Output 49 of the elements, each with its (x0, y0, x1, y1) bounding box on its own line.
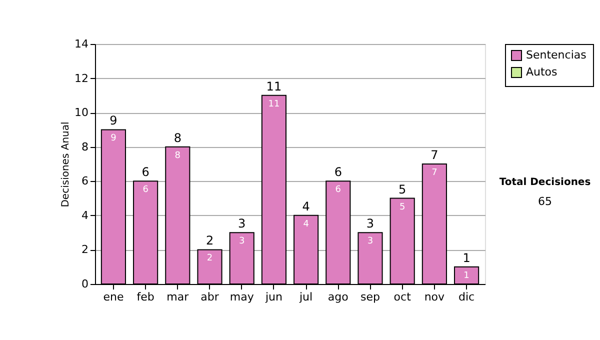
y-axis-title: Decisiones Anual (60, 122, 72, 208)
x-tick-label: oct (394, 290, 412, 304)
x-tick-label: ago (328, 290, 349, 304)
data-label: 1 (464, 270, 470, 281)
y-tick-label: 2 (82, 243, 88, 256)
x-tick-label: jun (264, 290, 282, 304)
x-tick-label: abr (200, 290, 220, 304)
total-label: 11 (266, 79, 282, 94)
x-tick-label: nov (424, 290, 446, 304)
data-label: 8 (174, 150, 181, 161)
total-label: 5 (398, 182, 406, 196)
x-tick-label: sep (360, 290, 380, 304)
y-tick-label: 6 (82, 174, 88, 188)
y-tick-label: 14 (74, 38, 88, 50)
legend-label: Autos (526, 66, 558, 78)
data-label: 2 (206, 254, 213, 264)
x-tick-label: may (230, 290, 254, 304)
total-label: 6 (334, 165, 342, 180)
total-label: 7 (430, 148, 438, 162)
total-label: 3 (238, 216, 246, 231)
total-label: 6 (142, 165, 150, 180)
data-label: 6 (142, 185, 149, 196)
data-label: 5 (399, 202, 406, 212)
data-label: 4 (303, 219, 310, 230)
x-tick-label: mar (166, 290, 190, 304)
total-label: 3 (366, 216, 374, 231)
text: 65 (538, 195, 552, 208)
y-tick-label: 10 (74, 106, 88, 120)
total-label: 4 (302, 199, 310, 214)
data-label: 3 (238, 236, 245, 247)
legend-label: Sentencias (526, 48, 587, 62)
data-label: 9 (110, 134, 117, 144)
total-label: 1 (462, 250, 470, 265)
y-tick-label: 0 (82, 278, 88, 290)
x-tick-label: dic (458, 290, 475, 304)
data-label: 11 (268, 99, 280, 110)
x-tick-label: jul (298, 290, 313, 304)
total-label: 9 (110, 114, 118, 128)
x-tick-label: ene (103, 290, 124, 304)
y-tick-label: 8 (82, 140, 88, 154)
data-label: 7 (432, 168, 438, 178)
y-tick-label: 12 (74, 72, 88, 85)
data-label: 6 (335, 185, 342, 196)
data-label: 3 (367, 236, 374, 247)
total-label: 2 (206, 234, 214, 248)
total-label: 8 (174, 130, 182, 145)
y-tick-label: 4 (82, 208, 88, 222)
x-tick-label: feb (136, 290, 154, 304)
text: Total Decisiones (499, 177, 591, 188)
